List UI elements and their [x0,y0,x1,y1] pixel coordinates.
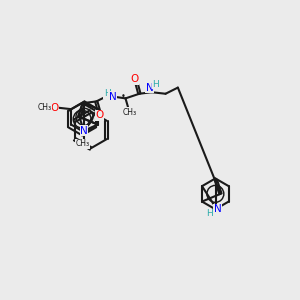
Text: O: O [130,74,139,84]
Text: N: N [109,92,116,102]
Text: H: H [104,89,110,98]
Text: O: O [95,110,103,120]
Text: CH₃: CH₃ [75,139,89,148]
Text: O: O [50,103,58,112]
Text: N: N [80,126,88,136]
Text: H: H [152,80,159,89]
Text: N: N [214,204,221,214]
Text: •: • [121,92,126,101]
Text: N: N [146,82,153,93]
Text: CH₃: CH₃ [123,108,137,117]
Text: CH₃: CH₃ [38,103,52,112]
Text: H: H [206,209,213,218]
